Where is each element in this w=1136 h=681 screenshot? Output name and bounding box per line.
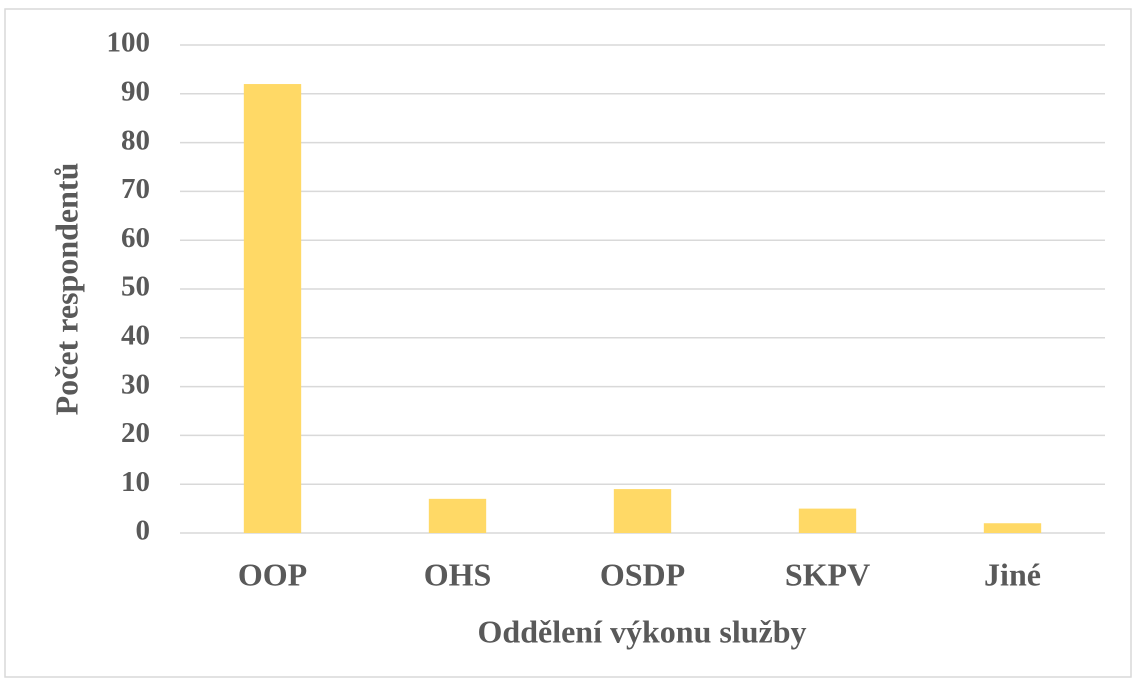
y-tick-label: 30 <box>121 368 150 400</box>
y-tick-label: 50 <box>121 271 150 303</box>
x-axis-label: Oddělení výkonu služby <box>478 613 807 649</box>
x-tick-label: SKPV <box>785 556 870 592</box>
y-tick-label: 70 <box>121 173 150 205</box>
x-tick-label: OHS <box>424 556 492 592</box>
y-tick-label: 10 <box>121 466 150 498</box>
x-tick-label: Jiné <box>984 556 1041 592</box>
bar <box>243 84 302 533</box>
y-tick-label: 40 <box>121 319 150 351</box>
chart-frame <box>4 8 1132 678</box>
bar <box>613 489 672 533</box>
bar <box>983 523 1042 533</box>
x-tick-label: OOP <box>238 556 307 592</box>
x-tick-label: OSDP <box>600 556 685 592</box>
y-tick-label: 100 <box>107 27 151 59</box>
bar <box>798 508 857 533</box>
y-tick-label: 90 <box>121 75 150 107</box>
y-tick-label: 80 <box>121 124 150 156</box>
y-tick-label: 20 <box>121 417 150 449</box>
y-axis-label: Počet respondentů <box>48 163 84 416</box>
y-tick-label: 0 <box>136 515 151 547</box>
y-tick-label: 60 <box>121 222 150 254</box>
bar <box>428 498 487 533</box>
